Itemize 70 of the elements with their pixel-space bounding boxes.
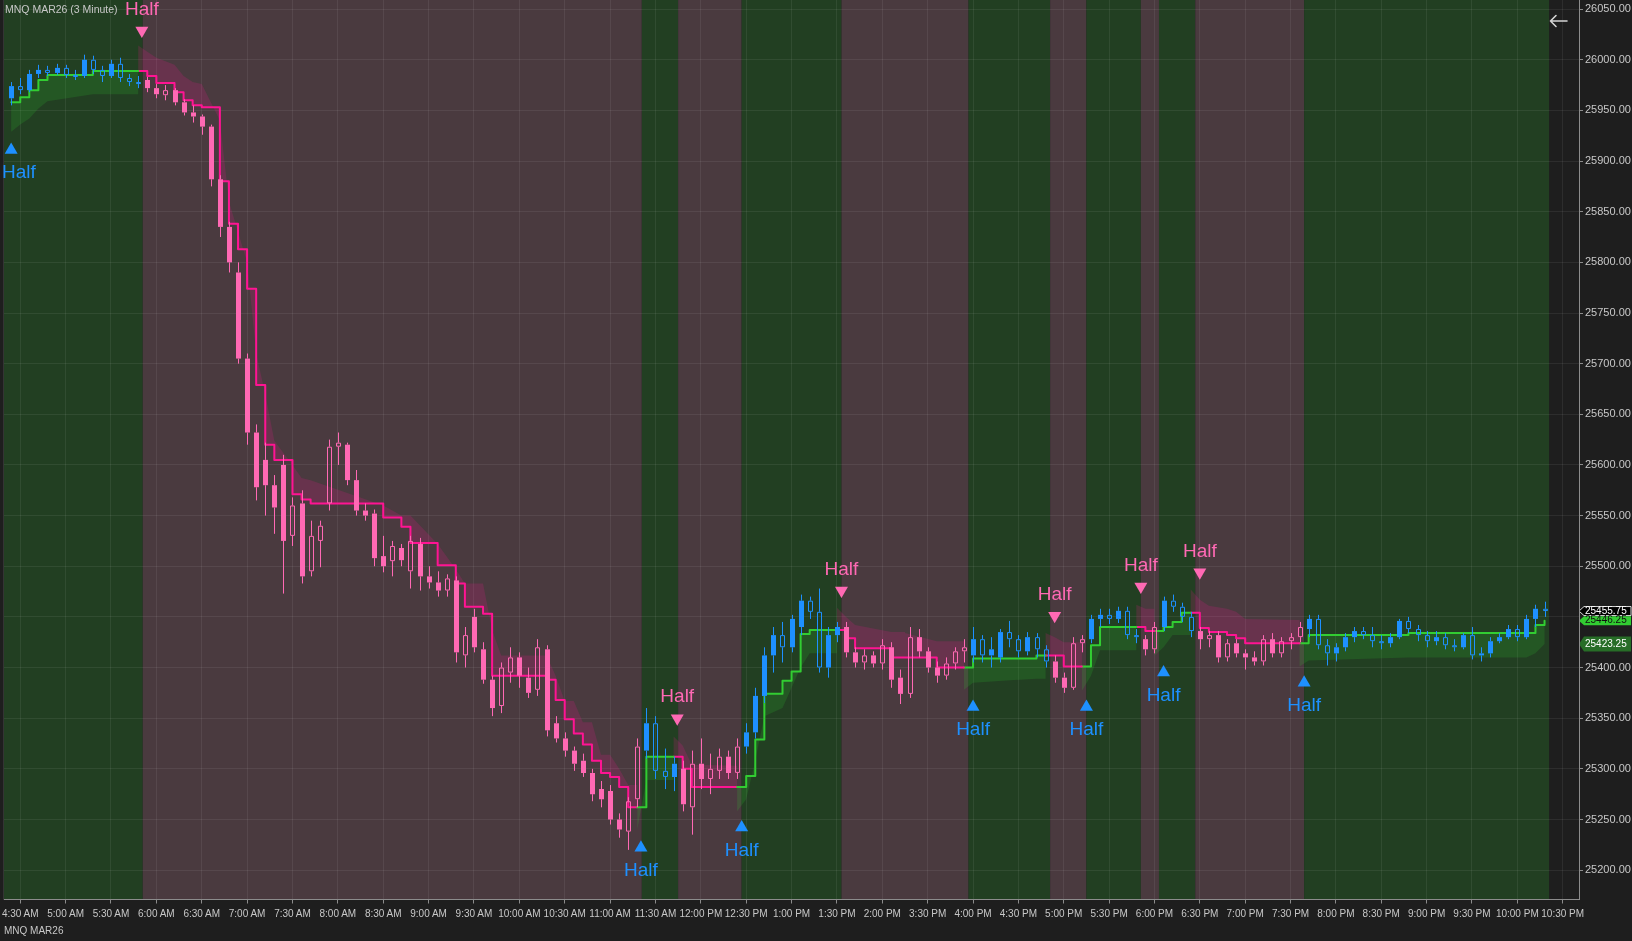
x-tick-label: 4:00 PM bbox=[954, 908, 992, 920]
x-tick-label: 10:30 AM bbox=[543, 908, 586, 920]
y-tick-label: 25550.00 bbox=[1585, 508, 1631, 521]
x-tick-label: 9:30 AM bbox=[455, 908, 493, 920]
annotation: Half bbox=[2, 161, 37, 183]
annotation: Half bbox=[1123, 553, 1159, 575]
annotation: Half bbox=[1287, 693, 1322, 715]
x-tick-label: 6:00 AM bbox=[138, 908, 175, 920]
x-tick-label: 10:30 PM bbox=[1541, 908, 1585, 920]
x-tick-label: 10:00 PM bbox=[1495, 908, 1539, 920]
x-tick-label: 8:30 PM bbox=[1362, 908, 1400, 920]
y-tick-label: 26000.00 bbox=[1585, 52, 1631, 65]
x-tick-label: 10:00 AM bbox=[498, 908, 541, 920]
annotation: Half bbox=[1037, 583, 1073, 605]
y-tick-label: 25455.75 bbox=[1585, 604, 1628, 616]
annotation: Half bbox=[824, 557, 860, 579]
x-tick-label: 12:30 PM bbox=[724, 908, 768, 920]
annotation: Half bbox=[124, 0, 160, 19]
annotation: Half bbox=[1182, 539, 1218, 561]
y-tick-label: 25423.25 bbox=[1585, 637, 1628, 649]
y-tick-label: 25950.00 bbox=[1585, 103, 1631, 116]
chart-title: MNQ MAR26 (3 Minute) bbox=[5, 2, 118, 15]
y-tick-label: 25300.00 bbox=[1585, 761, 1631, 774]
y-tick-label: 25446.25 bbox=[1585, 614, 1628, 626]
y-tick-label: 25500.00 bbox=[1585, 559, 1631, 572]
y-tick-label: 25650.00 bbox=[1585, 407, 1631, 420]
x-tick-label: 7:00 AM bbox=[228, 908, 266, 920]
x-tick-label: 3:30 PM bbox=[909, 908, 947, 920]
y-tick-label: 25800.00 bbox=[1585, 255, 1631, 268]
y-tick-label: 25200.00 bbox=[1585, 863, 1631, 876]
x-tick-label: 1:30 PM bbox=[818, 908, 856, 920]
x-tick-label: 2:00 PM bbox=[863, 908, 901, 920]
y-tick-label: 25350.00 bbox=[1585, 711, 1631, 724]
y-tick-label: 25700.00 bbox=[1585, 356, 1631, 369]
x-tick-label: 6:30 AM bbox=[183, 908, 221, 920]
annotation: Half bbox=[724, 838, 760, 860]
x-tick-label: 12:00 PM bbox=[679, 908, 723, 920]
x-tick-label: 8:00 AM bbox=[319, 908, 357, 920]
x-tick-label: 9:00 PM bbox=[1407, 908, 1446, 920]
y-tick-label: 25900.00 bbox=[1585, 154, 1631, 167]
y-tick-label: 25600.00 bbox=[1585, 457, 1631, 470]
x-tick-label: 7:30 PM bbox=[1271, 908, 1310, 920]
x-tick-label: 7:00 PM bbox=[1226, 908, 1264, 920]
annotation: Half bbox=[956, 718, 991, 740]
x-tick-label: 7:30 AM bbox=[274, 908, 311, 920]
text: MNQ MAR26 bbox=[4, 924, 64, 936]
annotation: Half bbox=[624, 859, 659, 881]
y-tick-label: 25750.00 bbox=[1585, 306, 1631, 319]
x-tick-label: 9:30 PM bbox=[1453, 908, 1491, 920]
x-tick-label: 8:00 PM bbox=[1317, 908, 1355, 920]
x-tick-label: 4:30 PM bbox=[999, 908, 1038, 920]
y-tick-label: 25250.00 bbox=[1585, 812, 1631, 825]
x-tick-label: 4:30 AM bbox=[1, 908, 39, 920]
x-tick-label: 6:30 PM bbox=[1181, 908, 1219, 920]
y-tick-label: 25400.00 bbox=[1585, 660, 1631, 673]
x-tick-label: 5:30 AM bbox=[92, 908, 130, 920]
x-tick-label: 5:00 PM bbox=[1045, 908, 1083, 920]
x-tick-label: 6:00 PM bbox=[1135, 908, 1174, 920]
x-tick-label: 9:00 AM bbox=[410, 908, 447, 920]
x-tick-label: 8:30 AM bbox=[364, 908, 402, 920]
y-tick-label: 25850.00 bbox=[1585, 204, 1631, 217]
annotation: Half bbox=[660, 685, 695, 707]
x-tick-label: 5:00 AM bbox=[47, 908, 84, 920]
y-tick-label: 26050.00 bbox=[1585, 2, 1631, 15]
x-tick-label: 5:30 PM bbox=[1090, 908, 1128, 920]
annotation: Half bbox=[1146, 683, 1182, 705]
x-tick-label: 11:00 AM bbox=[589, 908, 631, 920]
annotation: Half bbox=[1069, 718, 1105, 740]
x-tick-label: 11:30 AM bbox=[634, 908, 677, 920]
x-tick-label: 1:00 PM bbox=[772, 908, 811, 920]
